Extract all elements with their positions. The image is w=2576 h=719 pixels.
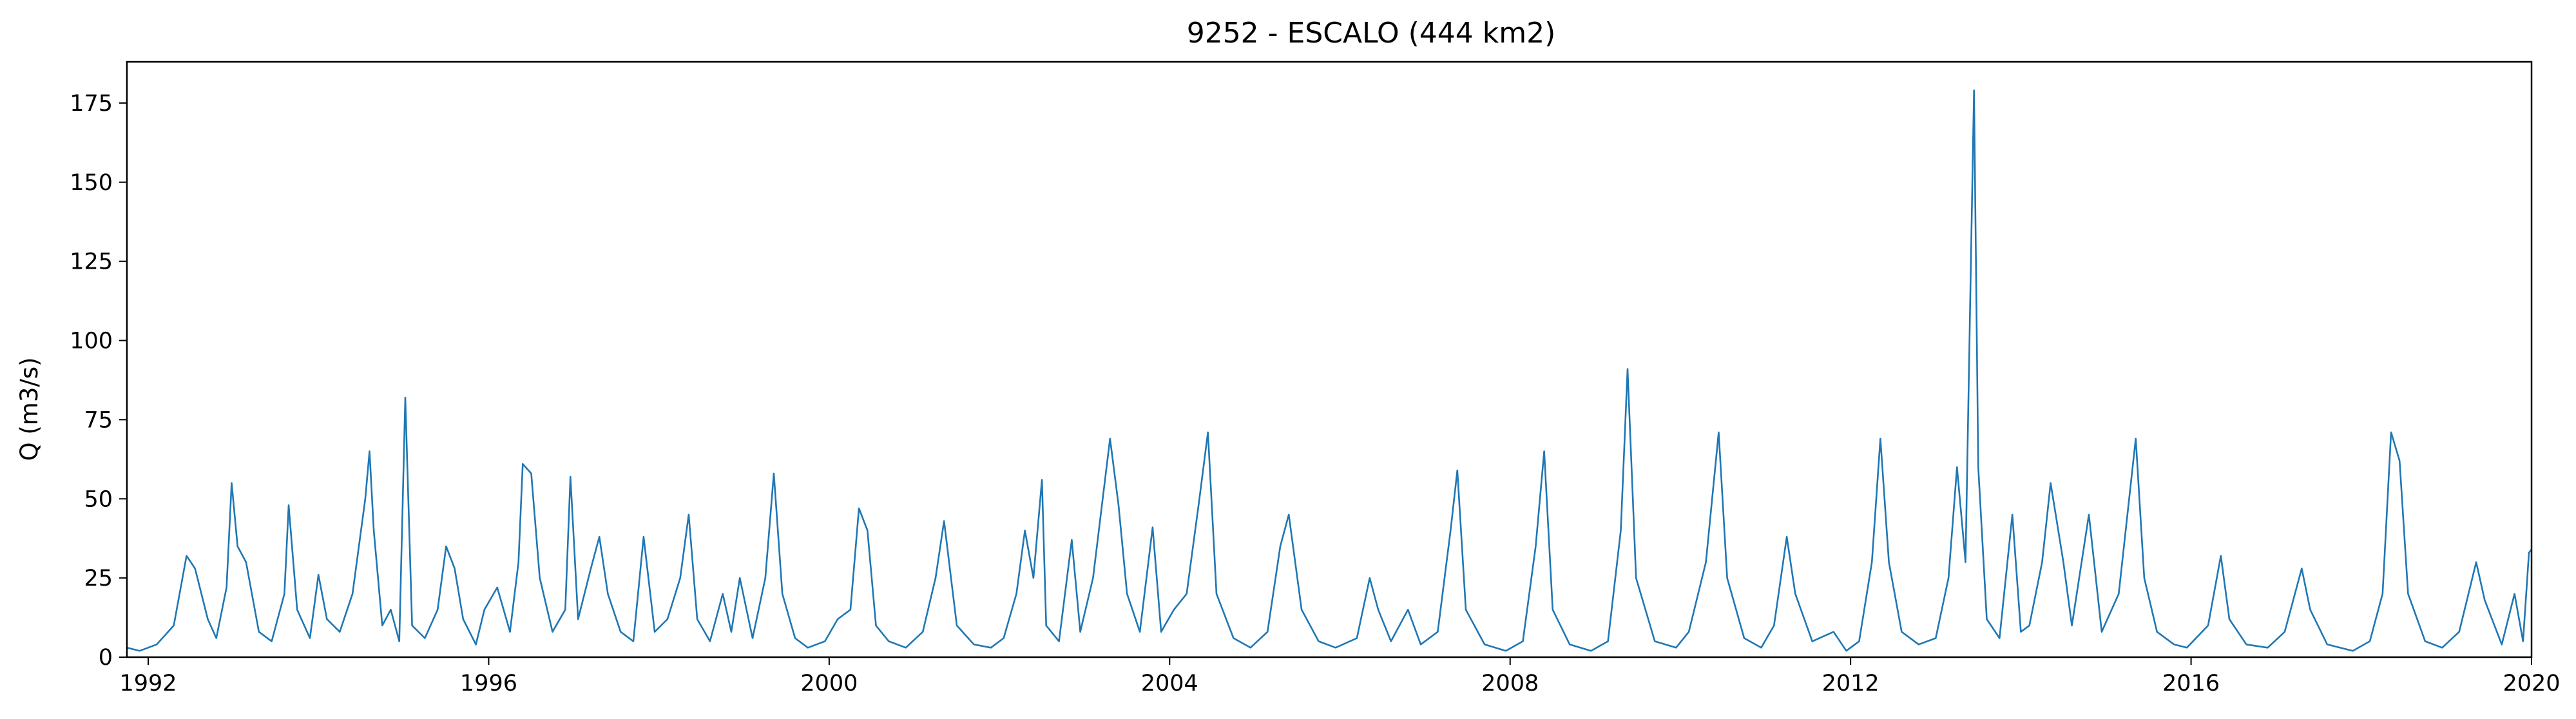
x-tick-label: 2020 [2503,671,2560,696]
y-tick-label: 75 [84,407,113,433]
y-tick-label: 100 [70,329,113,354]
y-axis: 0 25 50 75 100 125 150 175 [70,91,127,671]
y-tick-label: 50 [84,486,113,512]
x-tick-label: 2000 [800,671,858,696]
y-tick-label: 175 [70,91,113,117]
x-tick-label: 1996 [460,671,517,696]
x-tick-label: 2004 [1141,671,1198,696]
y-tick-label: 125 [70,249,113,275]
plot-frame [126,61,2533,658]
x-tick-label: 2016 [2162,671,2220,696]
y-tick-label: 0 [99,645,113,671]
series-line [126,89,2533,652]
y-tick-label: 150 [70,170,113,196]
x-tick-label: 2008 [1481,671,1539,696]
y-axis-label: Q (m3/s) [15,357,43,461]
chart-title: 9252 - ESCALO (444 km2) [1187,17,1556,50]
plot-area [126,89,2533,652]
y-tick-label: 25 [84,566,113,591]
x-tick-label: 2012 [1822,671,1879,696]
x-tick-label: 1992 [119,671,177,696]
x-axis: 1992 1996 2000 2004 2008 2012 2016 2020 [119,657,2561,696]
